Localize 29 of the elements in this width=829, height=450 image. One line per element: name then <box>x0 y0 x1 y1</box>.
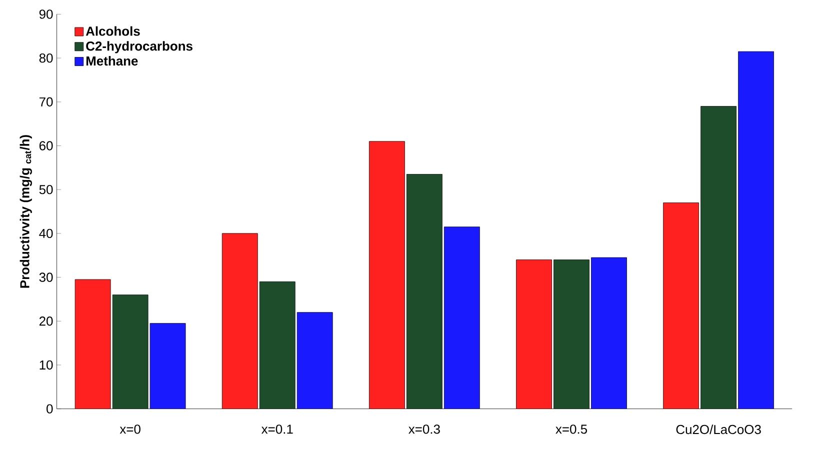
legend-label: Methane <box>86 56 138 66</box>
y-tick-label: 60 <box>39 141 53 150</box>
bar <box>260 282 296 409</box>
y-tick-label: 40 <box>39 228 53 238</box>
y-tick-label: 70 <box>40 97 53 106</box>
bar <box>369 141 405 409</box>
y-tick-label: 90 <box>39 10 53 19</box>
y-tick-label: 50 <box>39 184 53 194</box>
x-tick-label: x=0.1 <box>261 424 293 434</box>
y-tick-label: 10 <box>40 360 53 370</box>
x-tick-label: x=0.5 <box>556 424 587 434</box>
bar <box>516 260 552 409</box>
bar <box>112 294 148 409</box>
bar <box>554 260 590 409</box>
y-tick-label: 30 <box>39 272 53 282</box>
x-tick-label: x=0.3 <box>408 424 440 434</box>
y-tick-label: 20 <box>39 316 53 326</box>
bar <box>700 106 737 409</box>
y-axis-title: Productivvity (mg/g $_{cat}$/h) <box>20 135 32 288</box>
bar <box>222 233 258 409</box>
bar <box>406 174 442 409</box>
legend-label: C2-hydrocarbons <box>86 41 192 54</box>
x-tick-label: Cu2O/LaCoO3 <box>676 424 761 434</box>
y-tick-label: 0 <box>46 404 53 414</box>
legend-label: Alcohols <box>86 26 140 36</box>
bar <box>663 202 700 409</box>
x-tick-label: x=0 <box>120 424 140 434</box>
y-tick-label: 80 <box>39 53 53 63</box>
bar <box>75 279 111 409</box>
